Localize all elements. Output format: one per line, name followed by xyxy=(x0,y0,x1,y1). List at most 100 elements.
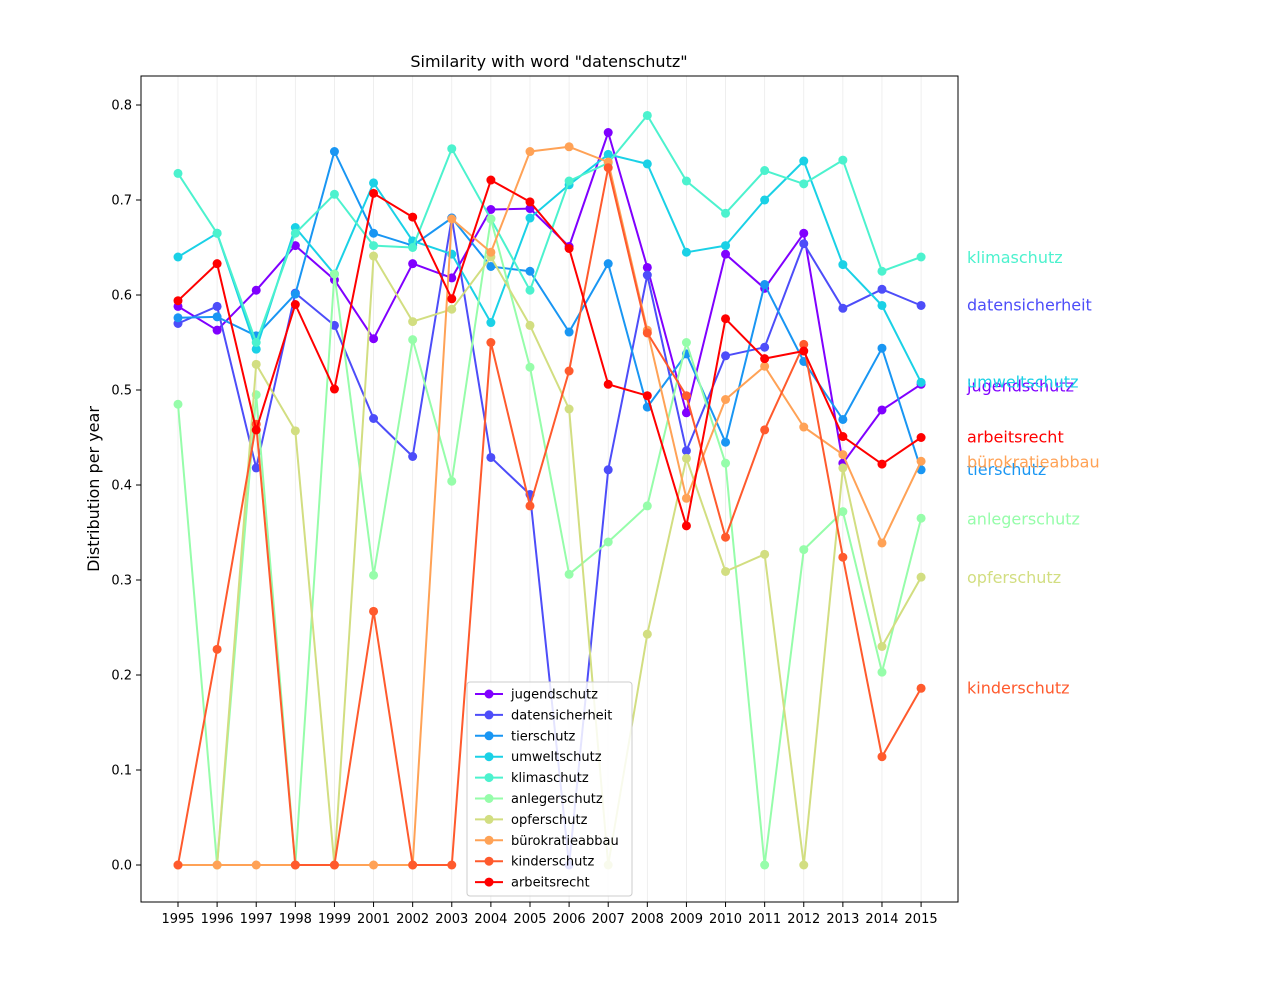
data-point xyxy=(642,262,652,272)
legend-item: datensicherheit xyxy=(475,708,612,723)
data-point xyxy=(564,404,574,414)
data-point xyxy=(838,155,848,165)
data-point xyxy=(760,166,770,176)
data-point xyxy=(525,320,535,330)
data-point xyxy=(290,289,300,299)
data-point xyxy=(329,320,339,330)
x-tick-label: 2008 xyxy=(631,912,664,927)
data-point xyxy=(681,247,691,257)
data-point xyxy=(486,318,496,328)
data-point xyxy=(799,179,809,189)
y-tick-label: 0.5 xyxy=(111,384,132,399)
series-anlegerschutz xyxy=(173,214,926,870)
legend-label: opferschutz xyxy=(511,813,588,828)
data-point xyxy=(369,188,379,198)
data-point xyxy=(721,208,731,218)
data-point xyxy=(799,545,809,555)
legend-marker xyxy=(484,877,494,887)
chart-title: Similarity with word "datenschutz" xyxy=(410,52,687,71)
data-point xyxy=(799,156,809,166)
x-tick-label: 2012 xyxy=(787,912,820,927)
legend-marker xyxy=(484,794,494,803)
data-point xyxy=(603,149,613,159)
x-tick-label: 2010 xyxy=(709,912,742,927)
data-point xyxy=(369,228,379,238)
data-point xyxy=(173,399,183,409)
data-point xyxy=(564,327,574,337)
data-point xyxy=(916,572,926,582)
data-point xyxy=(721,351,731,361)
data-point xyxy=(486,205,496,214)
legend-item: opferschutz xyxy=(475,813,588,828)
axes: 1995 1996 1997 1998 1999 2001 2002 2003 2004 2005… xyxy=(111,99,937,928)
data-point xyxy=(369,334,379,344)
series-end-label: arbeitsrecht xyxy=(967,428,1064,447)
series-end-label: kinderschutz xyxy=(967,678,1070,697)
data-point xyxy=(564,176,574,186)
data-point xyxy=(173,252,183,262)
data-point xyxy=(799,422,809,432)
legend: jugendschutz datensicherheit tierschutz umw… xyxy=(466,681,633,897)
data-point xyxy=(251,344,261,354)
data-point xyxy=(877,266,887,276)
data-point xyxy=(486,338,496,347)
data-point xyxy=(486,452,496,462)
data-point xyxy=(486,247,496,257)
legend-label: klimaschutz xyxy=(511,771,589,786)
data-point xyxy=(760,549,770,559)
data-point xyxy=(877,642,887,651)
legend-label: tierschutz xyxy=(511,729,576,744)
data-point xyxy=(642,629,652,639)
data-point xyxy=(369,414,379,423)
data-point xyxy=(564,142,574,152)
legend-item: kinderschutz xyxy=(475,855,594,870)
data-point xyxy=(408,243,418,252)
data-point xyxy=(212,259,222,269)
data-point xyxy=(877,538,887,548)
data-point xyxy=(721,458,731,468)
legend-item: anlegerschutz xyxy=(475,792,603,807)
data-point xyxy=(838,463,848,473)
data-point xyxy=(760,195,770,205)
data-point xyxy=(447,860,457,870)
data-point xyxy=(525,266,535,276)
data-point xyxy=(173,168,183,178)
data-point xyxy=(212,312,222,322)
x-tick-label: 2004 xyxy=(474,912,507,927)
data-point xyxy=(447,273,457,283)
legend-marker xyxy=(484,731,494,741)
data-point xyxy=(603,537,613,547)
x-tick-label: 1998 xyxy=(279,912,312,927)
y-tick-label: 0.8 xyxy=(111,99,132,114)
x-tick-label: 1999 xyxy=(318,912,351,927)
data-point xyxy=(564,243,574,253)
data-point xyxy=(525,197,535,207)
plot-frame xyxy=(140,75,959,903)
legend-label: anlegerschutz xyxy=(511,792,603,807)
data-point xyxy=(838,450,848,460)
legend-marker xyxy=(484,835,494,845)
x-tick-label: 2015 xyxy=(905,912,938,927)
x-tick-label: 2011 xyxy=(748,912,781,927)
data-point xyxy=(681,408,691,418)
series-end-labels: jugendschutz datensicherheit tierschutz umw… xyxy=(966,248,1100,697)
legend-label: datensicherheit xyxy=(511,708,612,723)
legend-marker xyxy=(484,773,494,783)
data-point xyxy=(251,338,261,347)
grid-lines xyxy=(177,76,922,902)
data-point xyxy=(486,214,496,224)
data-point xyxy=(760,425,770,435)
data-point xyxy=(369,606,379,616)
legend-marker xyxy=(484,856,494,866)
series-arbeitsrecht xyxy=(173,175,926,531)
x-tick-label: 1996 xyxy=(201,912,234,927)
data-point xyxy=(408,452,418,461)
data-point xyxy=(838,552,848,562)
data-point xyxy=(799,339,809,349)
legend-marker xyxy=(484,710,494,720)
data-point xyxy=(251,463,261,473)
x-tick-label: 2002 xyxy=(396,912,429,927)
data-point xyxy=(525,285,535,295)
series-end-label: tierschutz xyxy=(967,460,1046,479)
